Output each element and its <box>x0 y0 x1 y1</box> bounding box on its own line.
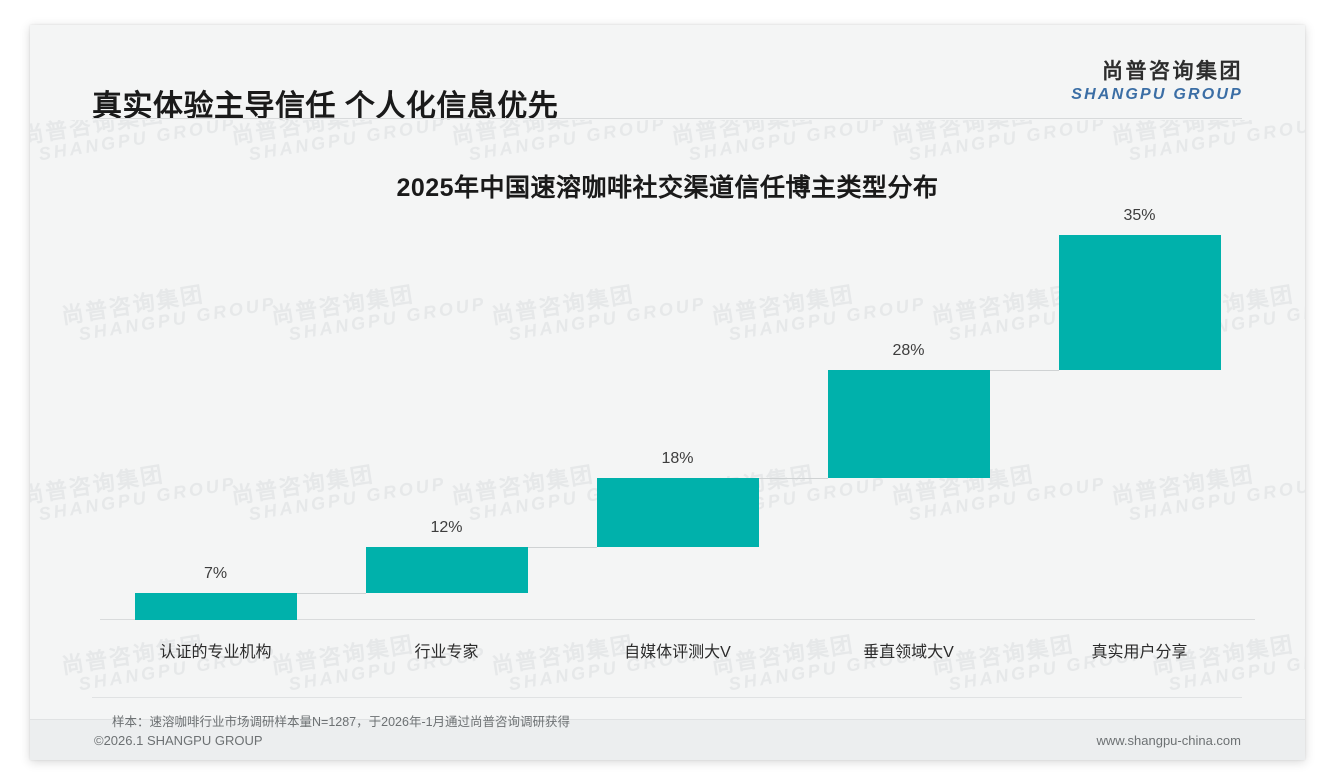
brand-logo: 尚普咨询集团 SHANGPU GROUP <box>1071 61 1243 103</box>
category-label-5: 真实用户分享 <box>1091 644 1188 661</box>
category-label-1: 认证的专业机构 <box>159 644 272 661</box>
brand-logo-cn: 尚普咨询集团 <box>1102 60 1243 83</box>
bar-3[interactable] <box>596 477 759 547</box>
chart-title: 2025年中国速溶咖啡社交渠道信任博主类型分布 <box>396 174 939 202</box>
footer-website[interactable]: www.shangpu-china.com <box>1096 733 1241 748</box>
chart-plot-area: 7% 认证的专业机构 12% 行业专家 18% 自媒体评测大V 28% 垂直领域大V 35% 真实… <box>100 207 1255 661</box>
slide-footer: ©2026.1 SHANGPU GROUP www.shangpu-china.… <box>30 719 1305 760</box>
category-label-4: 垂直领域大V <box>863 644 954 661</box>
chart-container: 2025年中国速溶咖啡社交渠道信任博主类型分布 7% 认证的专业机构 12% 行业专家… <box>30 120 1305 720</box>
slide-page: 真实体验主导信任 个人化信息优先 尚普咨询集团 SHANGPU GROUP 尚普… <box>30 25 1305 760</box>
bar-1[interactable] <box>134 593 297 620</box>
bar-value-label-3: 18% <box>661 449 694 467</box>
bar-4[interactable] <box>827 369 990 478</box>
waterfall-connector-3 <box>758 477 828 479</box>
waterfall-connector-1 <box>296 593 366 595</box>
brand-logo-en: SHANGPU GROUP <box>1071 86 1243 103</box>
category-label-2: 行业专家 <box>414 644 479 661</box>
bar-5[interactable] <box>1058 235 1221 370</box>
bar-value-label-1: 7% <box>203 565 228 583</box>
bar-value-label-2: 12% <box>430 518 463 536</box>
sample-footnote: 样本：速溶咖啡行业市场调研样本量N=1287，于2026年-1月通过尚普咨询调研… <box>112 715 571 729</box>
bar-value-label-5: 35% <box>1123 207 1156 224</box>
header-divider <box>92 118 1242 119</box>
chart-baseline-axis <box>100 619 1255 620</box>
footer-copyright: ©2026.1 SHANGPU GROUP <box>94 733 263 748</box>
footnote-divider <box>92 697 1242 698</box>
waterfall-connector-2 <box>527 546 597 548</box>
category-label-3: 自媒体评测大V <box>624 644 731 661</box>
waterfall-connector-4 <box>989 369 1059 371</box>
slide-header: 真实体验主导信任 个人化信息优先 尚普咨询集团 SHANGPU GROUP <box>30 25 1305 123</box>
bar-value-label-4: 28% <box>892 341 925 359</box>
bar-2[interactable] <box>365 546 528 594</box>
page-title: 真实体验主导信任 个人化信息优先 <box>92 90 559 123</box>
